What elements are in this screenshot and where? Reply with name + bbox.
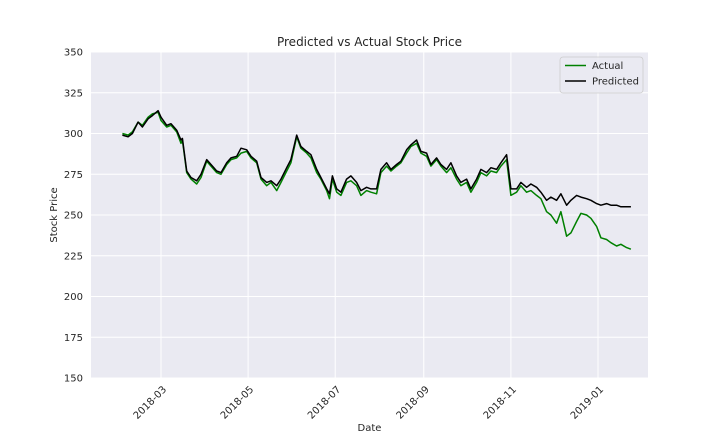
x-tick-label: 2018-11 bbox=[482, 384, 519, 421]
y-tick-label: 200 bbox=[64, 292, 83, 303]
y-axis-ticks: 150 175 200 225 250 275 300 325 350 bbox=[64, 48, 83, 385]
y-tick-label: 250 bbox=[64, 211, 83, 222]
x-tick-label: 2018-05 bbox=[219, 384, 256, 421]
y-tick-label: 325 bbox=[64, 88, 83, 99]
x-tick-label: 2018-07 bbox=[306, 384, 343, 421]
y-tick-label: 275 bbox=[64, 170, 83, 181]
grid-lines bbox=[91, 51, 648, 379]
y-tick-label: 150 bbox=[64, 374, 83, 385]
y-axis-label: Stock Price bbox=[49, 187, 60, 242]
legend-label-actual: Actual bbox=[592, 61, 623, 72]
series-layer bbox=[122, 109, 632, 250]
chart-title: Predicted vs Actual Stock Price bbox=[277, 35, 462, 49]
y-tick-label: 350 bbox=[64, 48, 83, 59]
legend-label-predicted: Predicted bbox=[592, 77, 639, 88]
y-tick-label: 300 bbox=[64, 129, 83, 140]
x-tick-label: 2018-03 bbox=[132, 384, 169, 421]
legend: Actual Predicted bbox=[559, 56, 644, 94]
series-line-predicted bbox=[122, 109, 631, 208]
x-axis-label: Date bbox=[358, 423, 382, 432]
series-line-actual bbox=[122, 111, 632, 250]
y-tick-label: 175 bbox=[64, 333, 83, 344]
x-tick-label: 2019-01 bbox=[569, 384, 606, 421]
y-tick-label: 225 bbox=[64, 251, 83, 262]
x-axis-ticks: 2018-03 2018-05 2018-07 2018-09 2018-11 2019-… bbox=[132, 384, 606, 421]
x-tick-label: 2018-09 bbox=[395, 384, 432, 421]
